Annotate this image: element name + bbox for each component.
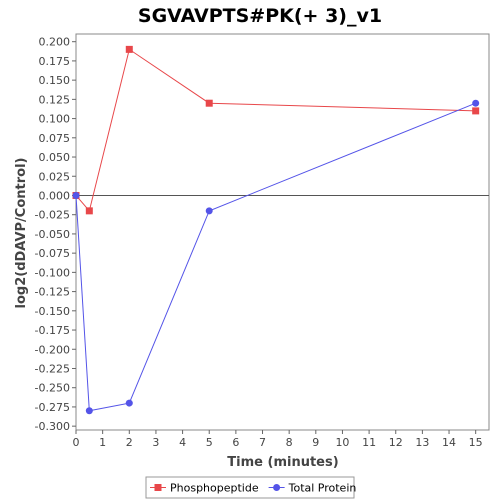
- data-point-circle: [72, 191, 80, 199]
- x-tick-label: 2: [126, 436, 133, 449]
- chart-title: SGVAVPTS#PK(+ 3)_v1: [138, 5, 382, 27]
- x-tick-label: 6: [232, 436, 239, 449]
- data-point-square: [472, 107, 480, 115]
- y-tick-label: -0.275: [35, 401, 70, 414]
- y-tick-label: -0.075: [35, 247, 70, 260]
- x-tick-label: 10: [335, 436, 349, 449]
- x-tick-label: 11: [362, 436, 376, 449]
- y-tick-label: -0.200: [35, 343, 70, 356]
- legend-marker-square: [154, 484, 162, 491]
- y-tick-label: 0.125: [39, 93, 71, 106]
- y-tick-label: 0.000: [39, 189, 71, 202]
- x-tick-label: 12: [389, 436, 403, 449]
- data-point-circle: [125, 399, 133, 407]
- y-tick-label: -0.300: [35, 420, 70, 433]
- x-axis-label: Time (minutes): [227, 455, 338, 470]
- x-tick-label: 4: [179, 436, 186, 449]
- y-tick-label: -0.050: [35, 228, 70, 241]
- y-tick-label: 0.025: [39, 170, 71, 183]
- x-tick-label: 15: [469, 436, 483, 449]
- data-point-square: [205, 99, 213, 107]
- data-point-square: [125, 45, 133, 53]
- x-tick-label: 0: [73, 436, 80, 449]
- plot-frame: [75, 33, 490, 431]
- y-tick-label: -0.175: [35, 324, 70, 337]
- legend-label-2: Total Protein: [288, 482, 357, 495]
- y-tick-label: -0.100: [35, 266, 70, 279]
- x-tick-label: 5: [206, 436, 213, 449]
- data-point-circle: [472, 99, 480, 107]
- x-tick-label: 13: [415, 436, 429, 449]
- legend: Phosphopeptide Total Protein: [145, 476, 357, 499]
- y-tick-label: 0.175: [39, 55, 71, 68]
- y-tick-label: 0.050: [39, 151, 71, 164]
- y-tick-label: -0.125: [35, 286, 70, 299]
- data-point-circle: [205, 207, 213, 215]
- legend-label-1: Phosphopeptide: [170, 482, 259, 495]
- legend-box: [145, 476, 355, 499]
- x-tick-label: 1: [99, 436, 106, 449]
- data-point-circle: [85, 407, 93, 415]
- legend-marker-circle: [273, 484, 281, 491]
- y-tick-label: 0.150: [39, 74, 71, 87]
- y-tick-label: 0.100: [39, 113, 71, 126]
- y-tick-label: 0.075: [39, 132, 71, 145]
- x-tick-label: 9: [312, 436, 319, 449]
- data-point-square: [85, 207, 93, 215]
- y-tick-label: -0.025: [35, 209, 70, 222]
- y-tick-label: -0.225: [35, 362, 70, 375]
- x-tick-label: 3: [152, 436, 159, 449]
- y-axis-label: log2(dDAVP/Control): [14, 158, 29, 309]
- x-tick-label: 14: [442, 436, 456, 449]
- y-tick-label: -0.150: [35, 305, 70, 318]
- y-tick-label: 0.200: [39, 36, 71, 49]
- x-tick-label: 7: [259, 436, 266, 449]
- y-tick-label: -0.250: [35, 382, 70, 395]
- plot-area: 0.200 0.175 0.150 0.125 0.100 0.075 0.050 0.025…: [35, 33, 490, 449]
- x-tick-label: 8: [286, 436, 293, 449]
